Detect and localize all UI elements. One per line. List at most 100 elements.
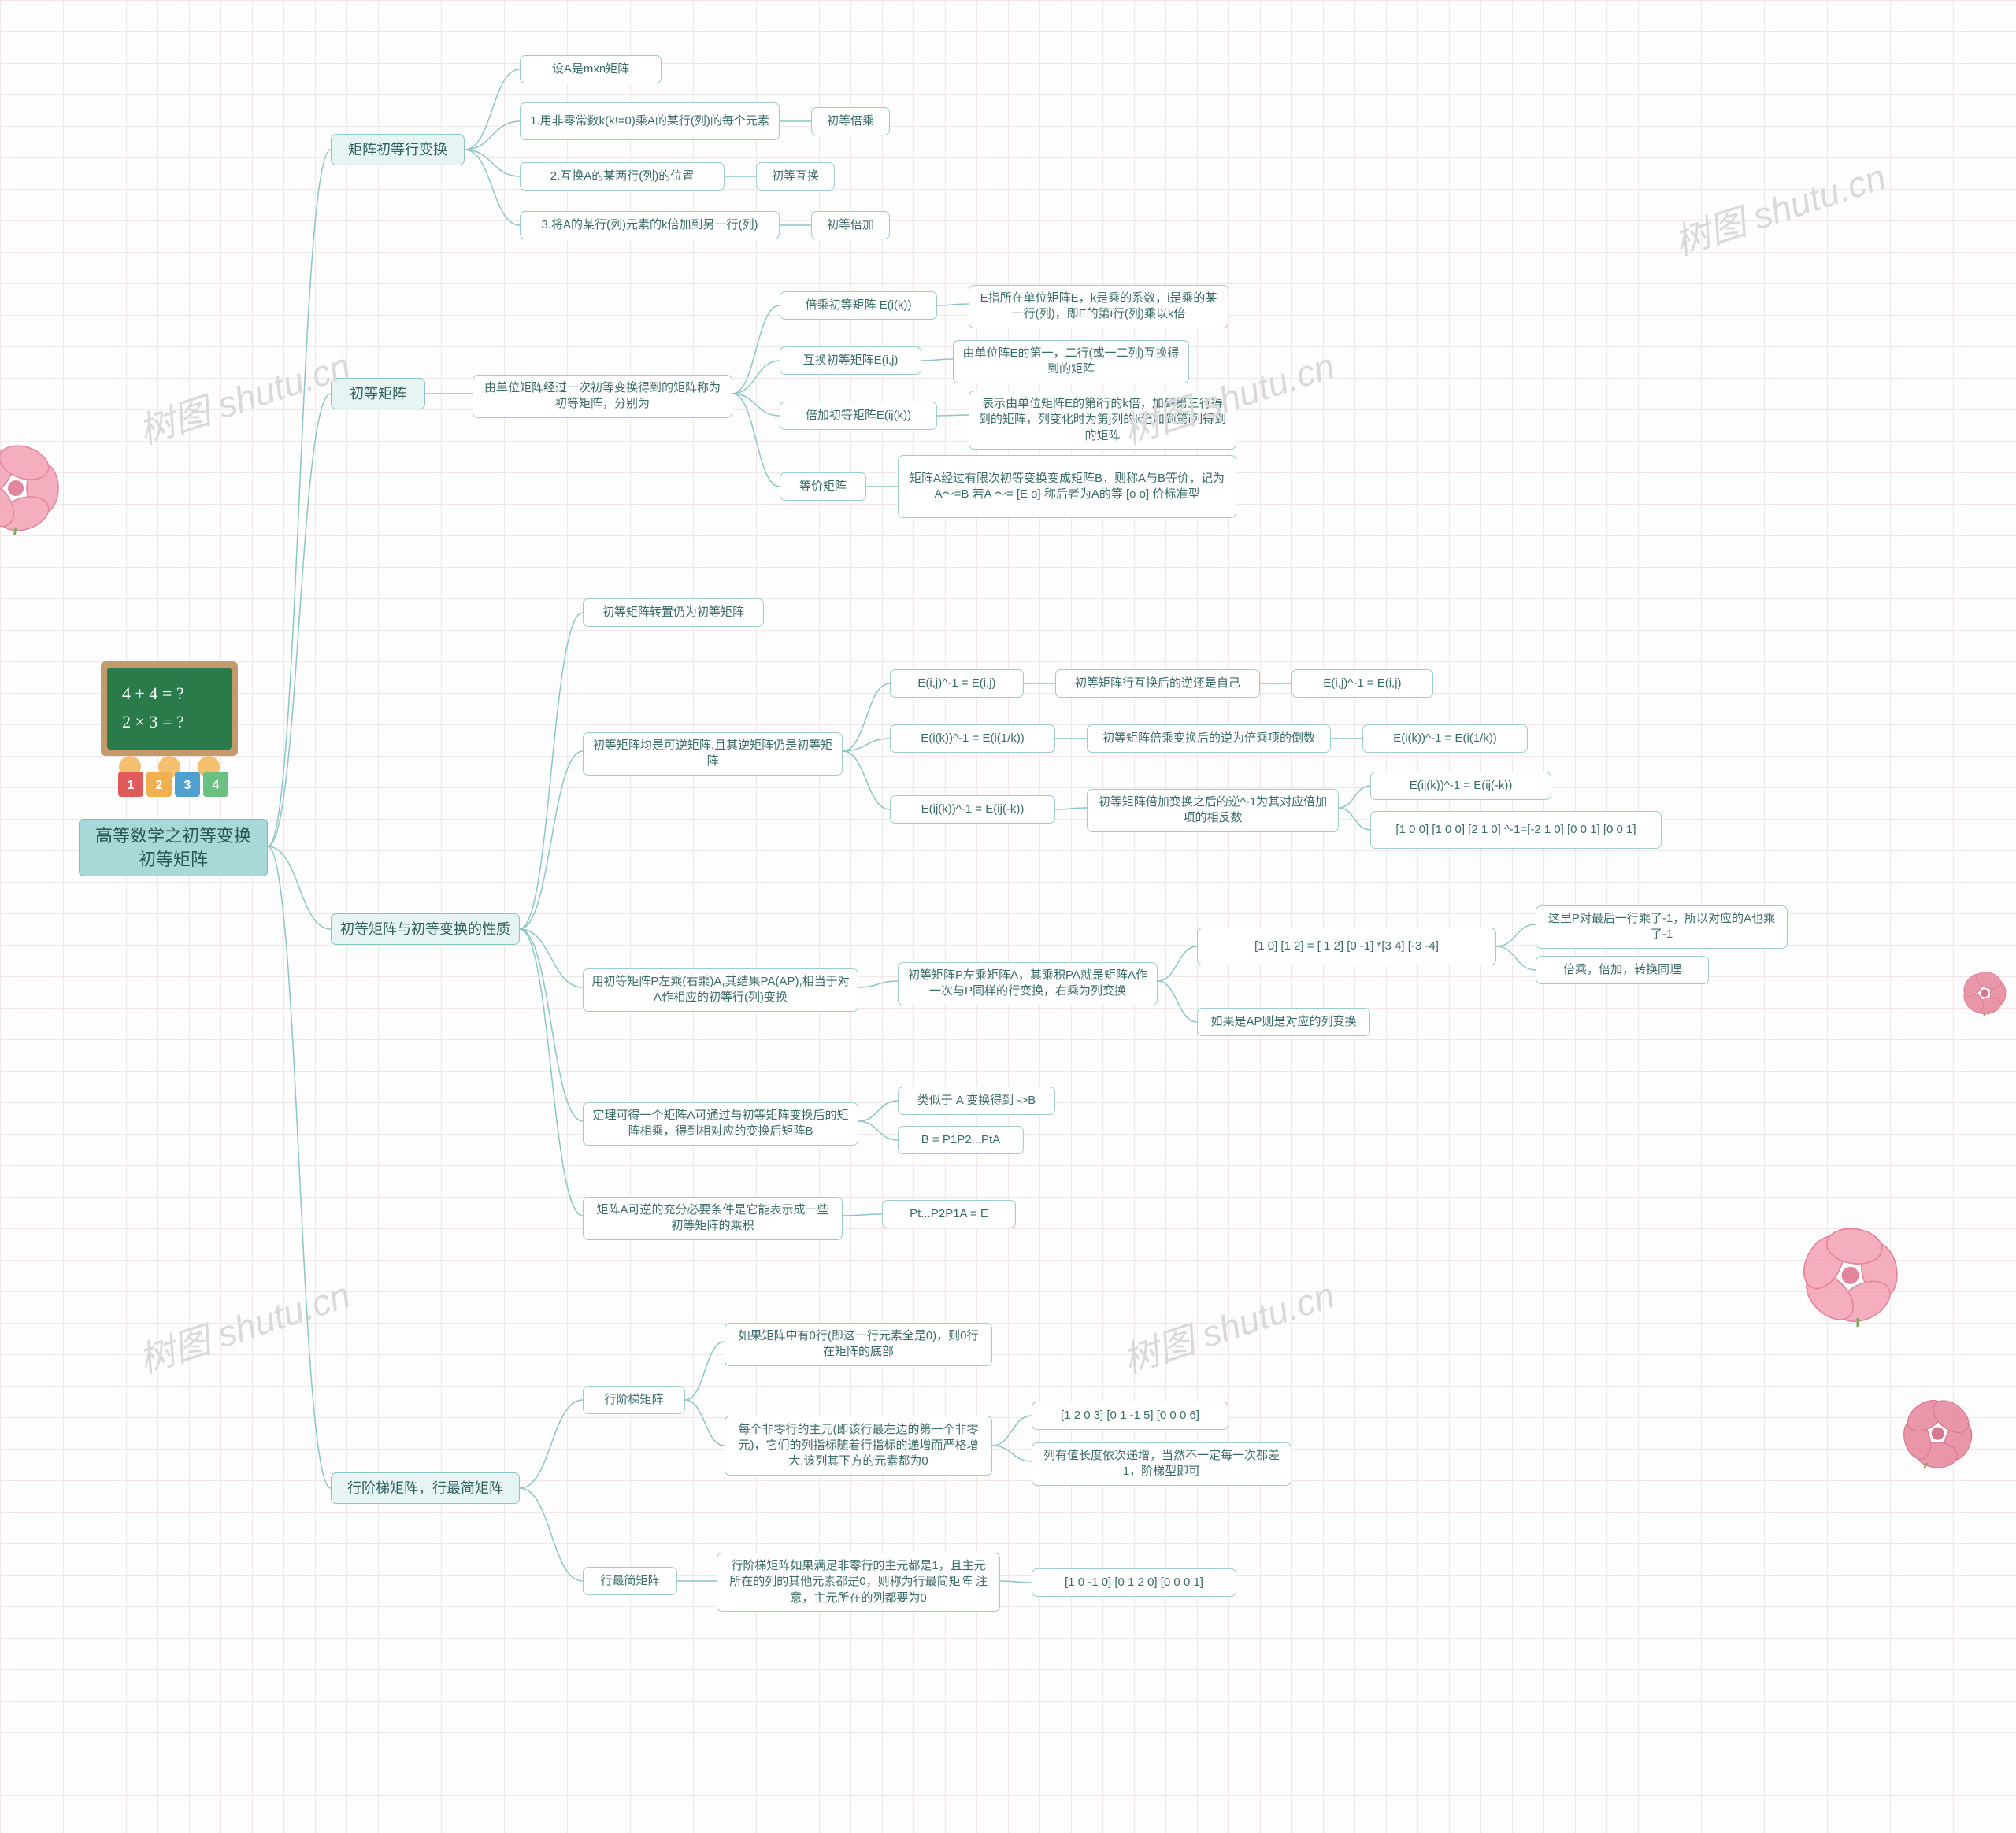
connector xyxy=(685,1400,724,1446)
mindmap-node: 3.将A的某行(列)元素的k倍加到另一行(列) xyxy=(520,211,780,239)
node-label: 倍乘，倍加，转换同理 xyxy=(1563,962,1681,978)
mindmap-node: 初等矩阵均是可逆矩阵,且其逆矩阵仍是初等矩阵 xyxy=(583,732,843,776)
mindmap-node: 倍乘初等矩阵 E(i(k)) xyxy=(780,291,937,320)
mindmap-node: [1 2 0 3] [0 1 -1 5] [0 0 0 6] xyxy=(1032,1402,1228,1430)
node-label: 用初等矩阵P左乘(右乘)A,其结果PA(AP),相当于对A作相应的初等行(列)变… xyxy=(591,974,850,1006)
connector xyxy=(937,304,969,306)
node-label: 由单位矩阵经过一次初等变换得到的矩阵称为初等矩阵，分别为 xyxy=(481,380,724,413)
mindmap-node: [1 0 0] [1 0 0] [2 1 0] ^-1=[-2 1 0] [0 … xyxy=(1370,811,1662,849)
node-label: [1 0 0] [1 0 0] [2 1 0] ^-1=[-2 1 0] [0 … xyxy=(1395,822,1636,838)
connector xyxy=(732,394,780,487)
mindmap-node: E(ij(k))^-1 = E(ij(-k)) xyxy=(890,795,1055,824)
mindmap-node: 定理可得一个矩阵A可通过与初等矩阵变换后的矩阵相乘，得到相对应的变换后矩阵B xyxy=(583,1102,858,1146)
node-label: [1 0 -1 0] [0 1 2 0] [0 0 0 1] xyxy=(1065,1575,1203,1590)
node-label: 初等矩阵转置仍为初等矩阵 xyxy=(602,605,744,620)
mindmap-node: 行最简矩阵 xyxy=(583,1567,677,1595)
node-label: Pt...P2P1A = E xyxy=(910,1206,988,1222)
mindmap-node: 矩阵初等行变换 xyxy=(331,134,465,165)
mindmap-node: [1 0] [1 2] = [ 1 2] [0 -1] *[3 4] [-3 -… xyxy=(1197,928,1496,965)
mindmap-node: 这里P对最后一行乘了-1，所以对应的A也乘了-1 xyxy=(1536,905,1788,949)
connector xyxy=(465,121,520,150)
mindmap-node: 初等倍乘 xyxy=(811,107,890,135)
mindmap-node: 等价矩阵 xyxy=(780,472,866,501)
node-label: B = P1P2...PtA xyxy=(921,1132,1000,1148)
connector xyxy=(520,1488,583,1581)
mindmap-node: 用初等矩阵P左乘(右乘)A,其结果PA(AP),相当于对A作相应的初等行(列)变… xyxy=(583,968,858,1012)
node-label: 矩阵初等行变换 xyxy=(348,140,447,159)
connector xyxy=(858,981,898,987)
connector xyxy=(520,751,583,929)
node-label: 2.互换A的某两行(列)的位置 xyxy=(550,168,695,184)
node-label: E(i,j)^-1 = E(i,j) xyxy=(1323,676,1401,691)
svg-text:4: 4 xyxy=(213,779,220,792)
connector xyxy=(685,1342,724,1400)
node-label: 每个非零行的主元(即该行最左边的第一个非零元)，它们的列指标随着行指标的递增而严… xyxy=(733,1422,984,1470)
connector xyxy=(520,1400,583,1488)
mindmap-node: 每个非零行的主元(即该行最左边的第一个非零元)，它们的列指标随着行指标的递增而严… xyxy=(724,1416,992,1476)
connector xyxy=(921,359,953,361)
node-label: 行阶梯矩阵，行最简矩阵 xyxy=(347,1479,503,1498)
connector xyxy=(268,846,331,929)
root-illustration: 4 + 4 = ? 2 × 3 = ? 1 2 3 4 xyxy=(87,654,252,803)
node-label: 表示由单位矩阵E的第i行的k倍，加到第三行得到的矩阵，列变化时为第j列的k倍加到… xyxy=(977,396,1228,444)
mindmap-node: 初等矩阵与初等变换的性质 xyxy=(331,913,520,945)
mindmap-node: E(i,j)^-1 = E(i,j) xyxy=(1292,669,1433,698)
node-label: 初等互换 xyxy=(772,168,819,184)
mindmap-node: 由单位阵E的第一，二行(或一二列)互换得到的矩阵 xyxy=(953,340,1189,383)
svg-text:2: 2 xyxy=(156,779,163,792)
node-label: 初等矩阵均是可逆矩阵,且其逆矩阵仍是初等矩阵 xyxy=(591,738,834,770)
watermark: 树图 shutu.cn xyxy=(132,338,356,455)
mindmap-node: 初等互换 xyxy=(756,162,835,191)
decorative-flower xyxy=(1790,1215,1911,1339)
mindmap-node: 矩阵A经过有限次初等变换变成矩阵B，则称A与B等价，记为A～=B 若A ～= [… xyxy=(898,455,1236,518)
svg-text:4 + 4 = ?: 4 + 4 = ? xyxy=(122,683,184,703)
connector xyxy=(843,751,890,809)
mindmap-node: 初等矩阵倍乘变换后的逆为倍乘项的倒数 xyxy=(1087,724,1331,753)
decorative-flower xyxy=(1888,1385,1986,1485)
mindmap-node: E(ij(k))^-1 = E(ij(-k)) xyxy=(1370,772,1551,800)
mindmap-node: E(i(k))^-1 = E(i(1/k)) xyxy=(890,724,1055,753)
mindmap-node: 矩阵A可逆的充分必要条件是它能表示成一些初等矩阵的乘积 xyxy=(583,1197,843,1240)
mindmap-node: 如果是AP则是对应的列变换 xyxy=(1197,1008,1370,1036)
mindmap-node: 如果矩阵中有0行(即这一行元素全是0)，则0行在矩阵的底部 xyxy=(724,1323,992,1366)
mindmap-node: 由单位矩阵经过一次初等变换得到的矩阵称为初等矩阵，分别为 xyxy=(472,375,732,418)
node-label: 初等矩阵P左乘矩阵A，其乘积PA就是矩阵A作一次与P同样的行变换，右乘为列变换 xyxy=(906,968,1149,1000)
mindmap-node: B = P1P2...PtA xyxy=(898,1126,1024,1154)
mindmap-node: 倍加初等矩阵E(ij(k)) xyxy=(780,402,937,430)
connector xyxy=(465,150,520,176)
mindmap-node: E(i(k))^-1 = E(i(1/k)) xyxy=(1362,724,1528,753)
node-label: 倍乘初等矩阵 E(i(k)) xyxy=(806,298,912,313)
node-label: 初等矩阵 xyxy=(350,384,406,403)
connector xyxy=(465,69,520,150)
mindmap-node: 行阶梯矩阵，行最简矩阵 xyxy=(331,1472,520,1504)
mindmap-node: 初等倍加 xyxy=(811,211,890,239)
mindmap-node: 互换初等矩阵E(i,j) xyxy=(780,346,921,375)
node-label: 高等数学之初等变换初等矩阵 xyxy=(87,824,259,871)
node-label: 等价矩阵 xyxy=(799,479,847,494)
node-label: 3.将A的某行(列)元素的k倍加到另一行(列) xyxy=(542,217,758,233)
connector xyxy=(1000,1581,1032,1583)
mindmap-node: 行阶梯矩阵如果满足非零行的主元都是1，且主元所在的列的其他元素都是0，则称为行最… xyxy=(717,1553,1000,1612)
watermark: 树图 shutu.cn xyxy=(132,1267,356,1384)
node-label: 初等矩阵倍加变换之后的逆^-1为其对应倍加项的相反数 xyxy=(1095,794,1330,827)
node-label: 初等矩阵与初等变换的性质 xyxy=(340,920,510,939)
node-label: 初等矩阵行互换后的逆还是自己 xyxy=(1075,676,1240,691)
connector xyxy=(520,929,583,1121)
mindmap-node: 类似于 A 变换得到 ->B xyxy=(898,1087,1055,1115)
mindmap-node: 初等矩阵 xyxy=(331,378,425,409)
node-label: [1 0] [1 2] = [ 1 2] [0 -1] *[3 4] [-3 -… xyxy=(1254,939,1439,954)
node-label: [1 2 0 3] [0 1 -1 5] [0 0 0 6] xyxy=(1061,1408,1199,1424)
connector xyxy=(843,739,890,751)
node-label: 如果是AP则是对应的列变换 xyxy=(1210,1014,1356,1030)
node-label: 类似于 A 变换得到 ->B xyxy=(917,1093,1036,1109)
connector xyxy=(843,1214,882,1216)
mindmap-node: [1 0 -1 0] [0 1 2 0] [0 0 0 1] xyxy=(1032,1568,1236,1597)
connector xyxy=(843,683,890,751)
mindmap-node: 行阶梯矩阵 xyxy=(583,1386,685,1414)
node-label: 初等倍乘 xyxy=(827,113,874,129)
node-label: 初等倍加 xyxy=(827,217,874,233)
connector xyxy=(858,1121,898,1140)
connector xyxy=(268,150,331,846)
connector xyxy=(858,1101,898,1121)
mindmap-node: 高等数学之初等变换初等矩阵 xyxy=(79,819,268,876)
